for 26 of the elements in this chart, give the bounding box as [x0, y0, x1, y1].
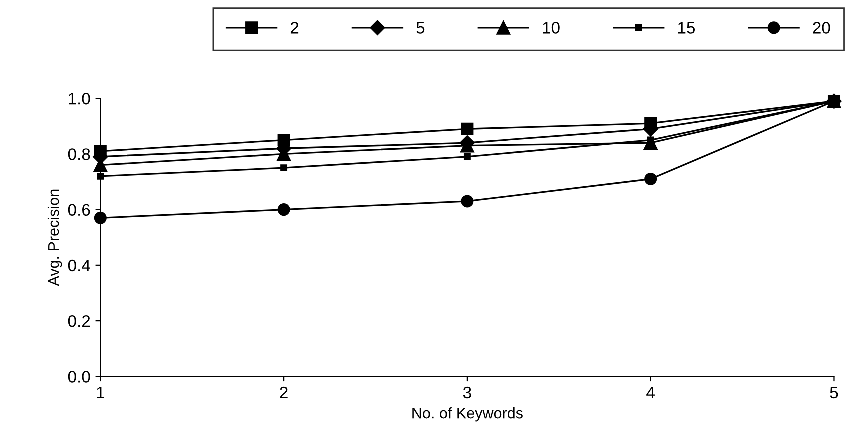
- x-tick-label: 4: [646, 387, 655, 398]
- x-tick-label: 2: [280, 386, 288, 398]
- point: [280, 164, 288, 172]
- point: [278, 204, 290, 216]
- y-tick-label: 0.4: [68, 260, 90, 272]
- legend-label: 5: [416, 22, 425, 34]
- x-axis-title: No. of Keywords: [412, 407, 523, 422]
- point: [644, 172, 658, 186]
- y-axis-title: Avg. Precision: [48, 190, 62, 286]
- x-tick-label: 3: [463, 386, 472, 399]
- y-tick-label: 0.2: [68, 315, 90, 328]
- x-tick-label: 1: [97, 387, 104, 398]
- legend-label: 10: [543, 22, 560, 34]
- legend-label: 15: [678, 22, 696, 34]
- point: [461, 195, 474, 208]
- point: [97, 172, 104, 180]
- point: [464, 153, 471, 160]
- y-tick-label: 0.8: [68, 148, 90, 160]
- x-tick-label: 5: [830, 387, 838, 399]
- point: [461, 122, 474, 136]
- y-tick-label: 0.0: [68, 371, 90, 383]
- point: [94, 212, 107, 224]
- legend-label: 2: [290, 22, 299, 34]
- y-tick-label: 1.0: [69, 92, 90, 105]
- legend-label: 20: [813, 22, 830, 34]
- y-tick-label: 0.6: [68, 204, 90, 216]
